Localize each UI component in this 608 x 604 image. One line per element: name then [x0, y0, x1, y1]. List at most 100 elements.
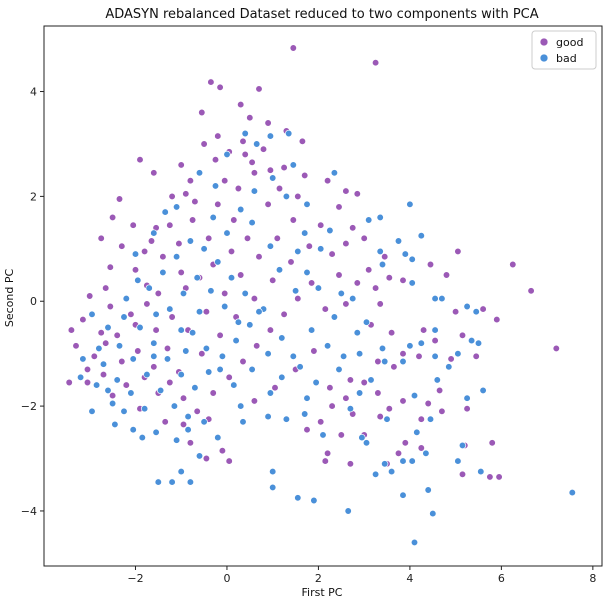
point-bad-77 — [319, 431, 327, 439]
point-good-0 — [289, 44, 297, 52]
point-bad-101 — [310, 496, 318, 505]
y-tick-label: −4 — [21, 505, 37, 518]
point-good-10 — [214, 132, 222, 140]
point-bad-79 — [413, 428, 421, 436]
point-good-138 — [175, 239, 183, 248]
point-good-97 — [328, 402, 336, 410]
point-bad-152 — [152, 310, 160, 318]
point-bad-57 — [381, 357, 389, 366]
point-good-11 — [239, 137, 247, 145]
point-good-153 — [280, 310, 288, 318]
point-good-27 — [353, 190, 361, 198]
point-bad-34 — [349, 294, 357, 303]
point-bad-168 — [79, 355, 87, 363]
point-bad-10 — [172, 203, 181, 211]
point-good-156 — [221, 289, 229, 298]
point-good-149 — [225, 373, 233, 381]
point-bad-156 — [230, 381, 238, 389]
point-good-180 — [166, 221, 174, 229]
point-good-117 — [394, 449, 403, 457]
point-good-150 — [239, 357, 247, 366]
point-good-126 — [495, 473, 503, 481]
point-bad-88 — [399, 457, 407, 465]
point-good-190 — [271, 384, 279, 392]
point-bad-118 — [127, 389, 135, 397]
point-bad-38 — [362, 318, 371, 326]
point-bad-44 — [323, 342, 332, 350]
point-bad-1 — [266, 132, 275, 140]
point-good-67 — [67, 326, 76, 334]
point-bad-5 — [195, 169, 204, 177]
point-bad-80 — [129, 426, 137, 434]
point-bad-67 — [355, 389, 364, 397]
point-bad-130 — [218, 352, 227, 360]
x-tick-label: 6 — [498, 572, 505, 585]
point-good-107 — [303, 426, 311, 434]
point-bad-56 — [335, 365, 343, 374]
point-bad-142 — [255, 308, 263, 316]
point-bad-9 — [282, 192, 291, 201]
point-good-94 — [342, 394, 350, 402]
point-good-173 — [216, 331, 224, 339]
point-bad-134 — [145, 284, 153, 292]
point-good-42 — [328, 250, 336, 258]
point-good-53 — [143, 300, 151, 308]
point-bad-61 — [312, 378, 320, 387]
point-good-20 — [150, 169, 158, 177]
point-good-68 — [97, 329, 105, 337]
point-good-163 — [289, 216, 297, 224]
point-bad-121 — [108, 399, 117, 408]
point-bad-178 — [182, 347, 190, 355]
point-good-1 — [371, 59, 380, 67]
point-good-87 — [360, 378, 368, 387]
point-bad-97 — [154, 478, 162, 486]
point-bad-137 — [186, 237, 195, 245]
point-good-148 — [209, 389, 217, 397]
point-good-31 — [335, 203, 343, 211]
point-good-33 — [349, 224, 357, 232]
point-good-98 — [385, 405, 393, 413]
point-good-4 — [255, 85, 263, 93]
point-good-89 — [83, 378, 92, 387]
point-bad-8 — [330, 169, 339, 177]
point-bad-53 — [431, 352, 439, 360]
point-good-193 — [147, 237, 156, 245]
point-good-152 — [266, 326, 275, 334]
point-bad-86 — [195, 452, 204, 460]
point-bad-125 — [150, 339, 158, 347]
point-good-49 — [353, 279, 361, 287]
point-bad-17 — [376, 213, 384, 222]
y-tick-label: 4 — [30, 86, 37, 99]
point-good-145 — [166, 378, 174, 387]
point-good-161 — [255, 253, 263, 261]
point-bad-110 — [115, 342, 124, 350]
point-good-139 — [159, 253, 167, 261]
point-good-91 — [374, 389, 382, 397]
point-good-24 — [323, 177, 332, 185]
point-good-162 — [273, 234, 281, 242]
point-good-181 — [191, 197, 199, 206]
point-good-115 — [218, 447, 227, 455]
point-good-58 — [426, 260, 435, 269]
point-bad-135 — [159, 268, 167, 277]
point-bad-91 — [269, 467, 277, 476]
point-good-35 — [129, 221, 137, 229]
point-good-187 — [179, 420, 188, 429]
point-bad-2 — [285, 129, 293, 138]
point-bad-62 — [367, 376, 375, 384]
point-bad-92 — [371, 470, 380, 478]
x-tick-label: −2 — [127, 572, 143, 585]
point-bad-98 — [168, 478, 176, 486]
point-good-79 — [415, 352, 423, 360]
point-bad-120 — [92, 381, 101, 389]
point-bad-20 — [294, 247, 302, 256]
point-good-54 — [321, 305, 329, 313]
point-good-177 — [287, 258, 295, 266]
point-good-100 — [463, 405, 471, 413]
point-good-133 — [243, 234, 252, 242]
point-bad-114 — [170, 402, 179, 410]
point-bad-111 — [129, 355, 137, 363]
point-bad-146 — [207, 287, 215, 295]
point-good-28 — [168, 192, 176, 201]
legend-marker-bad — [539, 53, 549, 63]
